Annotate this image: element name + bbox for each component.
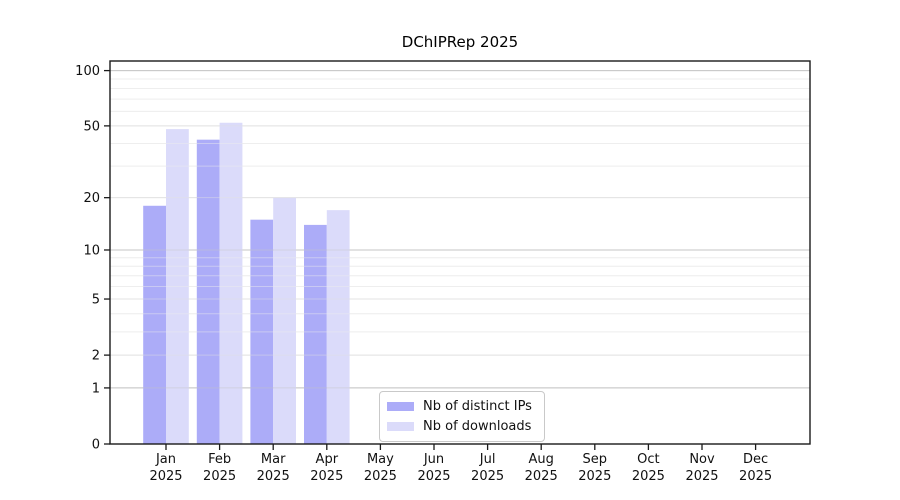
x-tick-label-apr: Apr	[316, 452, 339, 467]
y-tick-label-50: 50	[83, 119, 100, 134]
y-tick-label-2: 2	[92, 349, 100, 364]
legend-swatch-distinct-ips	[387, 402, 414, 411]
legend: Nb of distinct IPs Nb of downloads	[379, 391, 545, 442]
legend-item-distinct-ips: Nb of distinct IPs	[387, 399, 532, 414]
y-tick-label-5: 5	[92, 293, 100, 308]
legend-swatch-downloads	[387, 422, 414, 431]
x-tick-label-mar: Mar	[261, 452, 286, 467]
legend-label-downloads: Nb of downloads	[423, 419, 532, 434]
bar-nb-of-downloads-feb-2025	[219, 122, 243, 445]
x-tick-label-year-feb: 2025	[203, 469, 236, 484]
x-tick-label-year-mar: 2025	[257, 469, 290, 484]
bar-nb-of-downloads-jan-2025	[166, 129, 189, 445]
x-tick-label-year-jun: 2025	[417, 469, 450, 484]
x-tick-label-dec: Dec	[743, 452, 768, 467]
x-tick-label-year-may: 2025	[364, 469, 397, 484]
x-tick-label-feb: Feb	[208, 452, 231, 467]
x-tick-label-year-apr: 2025	[310, 469, 343, 484]
x-tick-label-year-jul: 2025	[471, 469, 504, 484]
x-tick-label-sep: Sep	[583, 452, 608, 467]
y-tick-label-100: 100	[75, 64, 100, 79]
legend-label-distinct-ips: Nb of distinct IPs	[423, 399, 532, 414]
x-tick-label-nov: Nov	[689, 452, 715, 467]
bar-nb-of-distinct-ips-mar-2025	[250, 219, 274, 444]
bar-nb-of-downloads-mar-2025	[273, 197, 296, 444]
x-tick-label-jun: Jun	[423, 452, 444, 467]
x-tick-label-year-aug: 2025	[525, 469, 558, 484]
bar-nb-of-distinct-ips-feb-2025	[196, 139, 220, 445]
x-tick-label-oct: Oct	[637, 452, 659, 467]
x-tick-label-jan: Jan	[155, 452, 176, 467]
plot-frame	[109, 60, 811, 445]
x-tick-label-year-nov: 2025	[685, 469, 718, 484]
x-tick-label-year-oct: 2025	[632, 469, 665, 484]
x-tick-label-may: May	[367, 452, 394, 467]
x-tick-label-year-dec: 2025	[739, 469, 772, 484]
y-tick-label-10: 10	[83, 243, 100, 258]
x-tick-label-year-jan: 2025	[149, 469, 182, 484]
bar-nb-of-downloads-apr-2025	[326, 210, 350, 444]
bar-nb-of-distinct-ips-jan-2025	[143, 205, 166, 444]
x-tick-label-jul: Jul	[479, 452, 496, 467]
x-tick-label-aug: Aug	[529, 452, 554, 467]
legend-item-downloads: Nb of downloads	[387, 419, 532, 434]
bar-nb-of-distinct-ips-apr-2025	[304, 224, 327, 444]
x-tick-label-year-sep: 2025	[578, 469, 611, 484]
y-tick-label-0: 0	[92, 438, 100, 453]
y-tick-label-1: 1	[92, 381, 100, 396]
y-tick-label-20: 20	[83, 191, 100, 206]
chart-title: DChIPRep 2025	[401, 33, 519, 51]
